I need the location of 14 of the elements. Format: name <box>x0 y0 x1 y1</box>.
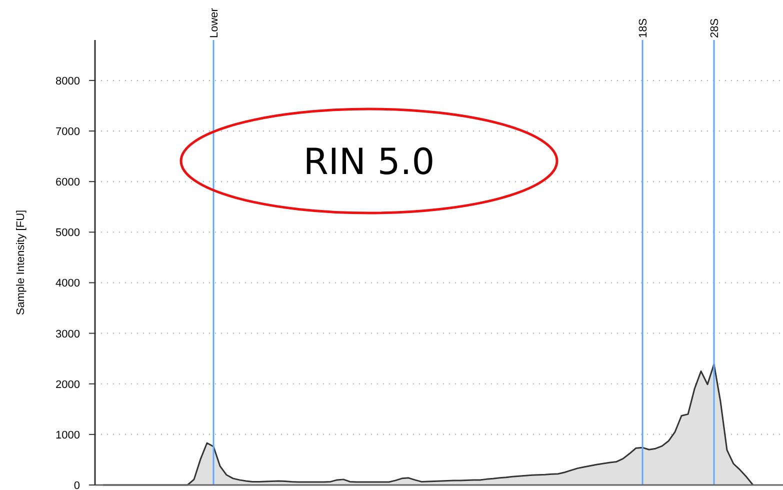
y-tick-label: 2000 <box>56 378 80 391</box>
y-tick-label: 7000 <box>56 126 80 138</box>
y-axis-title: Sample Intensity [FU] <box>15 210 27 316</box>
y-tick-label: 6000 <box>56 176 80 189</box>
x-tick-label: Lower <box>208 8 220 38</box>
y-tick-label: 4000 <box>56 278 80 290</box>
annotation: RIN 5.0 <box>303 142 435 183</box>
y-tick-label: 1000 <box>56 429 80 442</box>
y-tick-label: 5000 <box>56 227 80 240</box>
y-tick-label: 0 <box>74 480 80 490</box>
x-tick-label: 18S <box>638 18 650 38</box>
y-tick-label: 8000 <box>56 75 80 88</box>
y-tick-label: 3000 <box>56 328 80 340</box>
x-tick-label: 28S <box>709 18 721 38</box>
